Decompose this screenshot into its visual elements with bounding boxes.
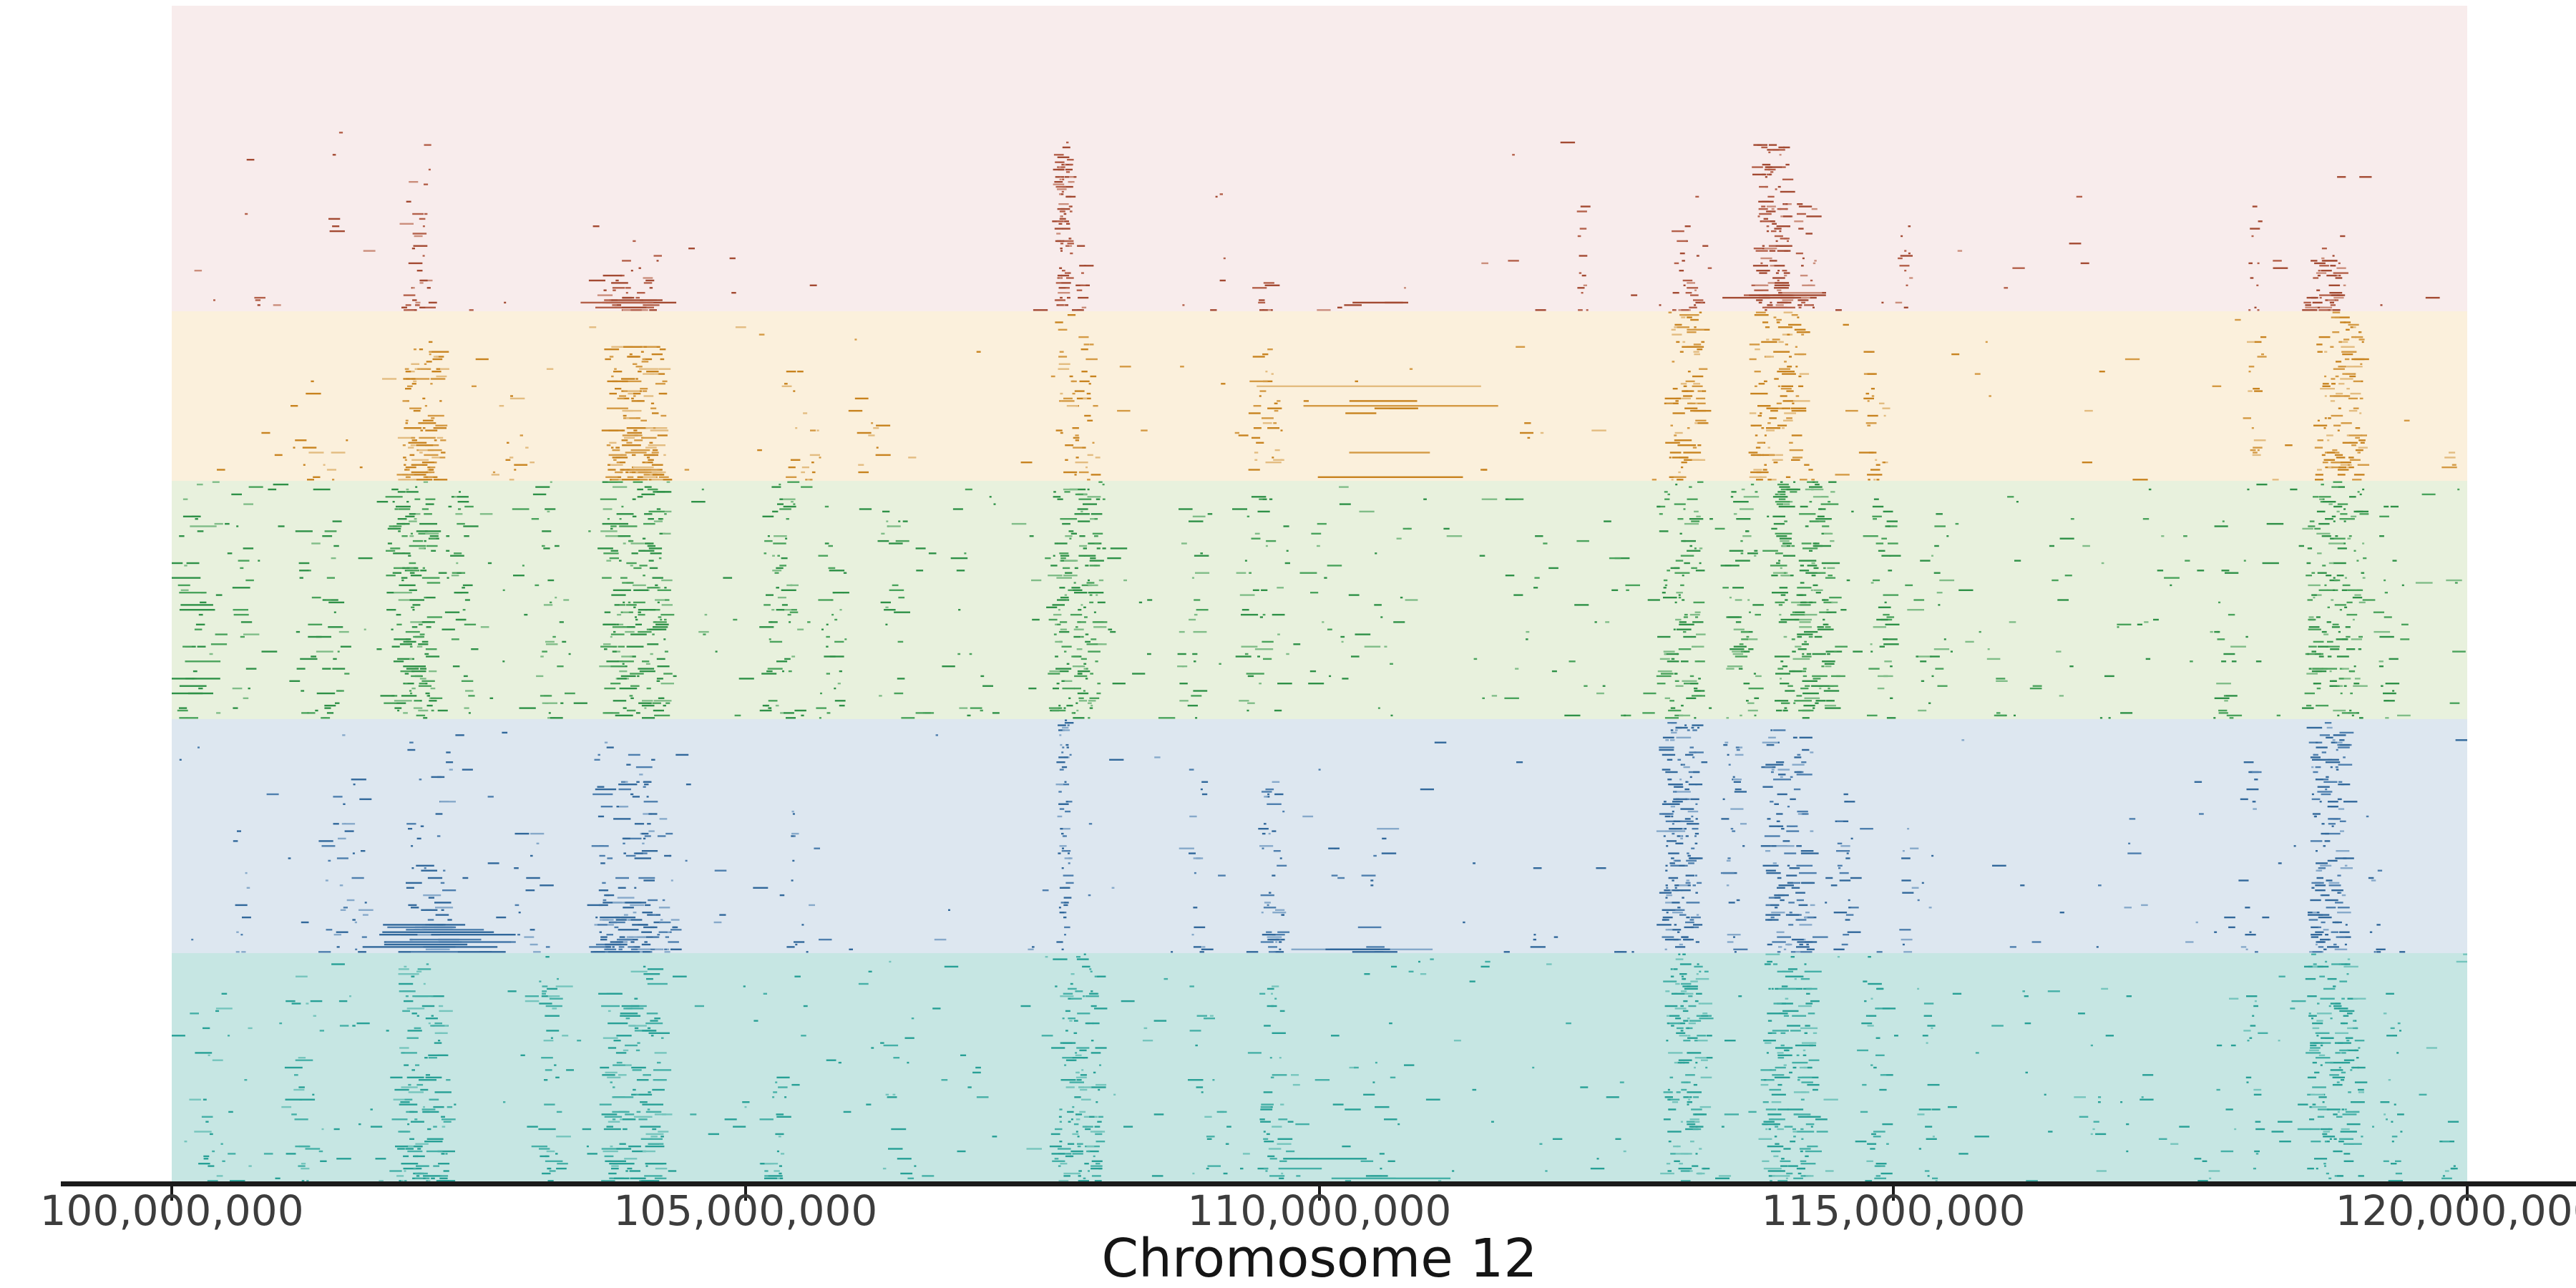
track-3-background [172,481,2467,719]
track-2-segments [217,311,2457,481]
track-4-background [172,719,2467,953]
x-axis [61,1181,2576,1201]
x-tick-label-105000000: 105,000,000 [613,1186,878,1235]
x-tick-label-115000000: 115,000,000 [1761,1186,2026,1235]
x-axis-tick-mark [170,1186,173,1201]
track-3-segments [172,481,2466,719]
track-2-background [172,311,2467,481]
track-backgrounds [172,6,2467,1182]
x-tick-label-110000000: 110,000,000 [1187,1186,1452,1235]
x-axis-spine [61,1181,2576,1186]
x-tick-label-100000000: 100,000,000 [39,1186,304,1235]
track-4-segments [179,719,2467,953]
track-5-background [172,953,2467,1182]
x-axis-tick-mark [1892,1186,1895,1201]
x-axis-tick-mark [1318,1186,1321,1201]
x-axis-title: Chromosome 12 [1101,1228,1538,1288]
track-5-segments [172,953,2467,1182]
track-1-background [172,6,2467,311]
x-tick-label-120000000: 120,000,000 [2335,1186,2576,1235]
x-axis-tick-mark [744,1186,747,1201]
x-axis-tick-mark [2466,1186,2469,1201]
track-1-segments [194,132,2440,311]
